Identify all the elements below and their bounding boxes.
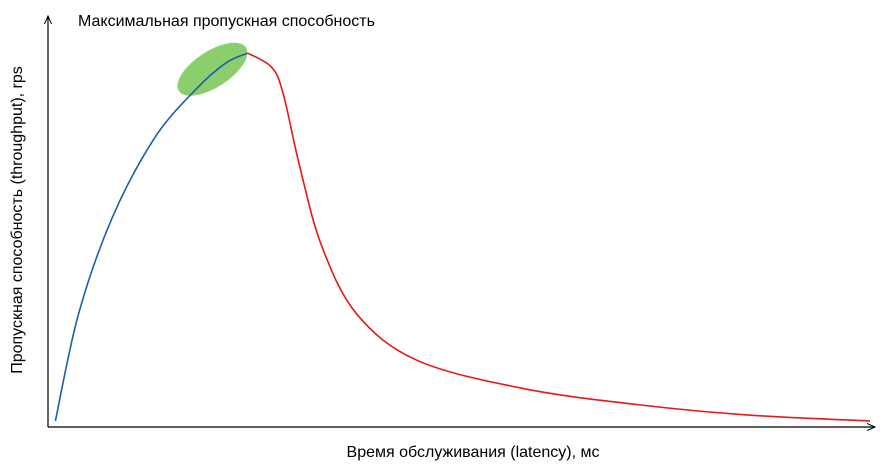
series-line-rising — [54, 52, 249, 422]
y-axis-label: Пропускная способность (throughput), rps — [9, 66, 26, 374]
peak-annotation: Максимальная пропускная способность — [78, 13, 375, 30]
max-throughput-highlight — [177, 42, 248, 96]
series-line-falling — [247, 52, 871, 422]
x-axis-label: Время обслуживания (latency), мс — [347, 444, 600, 461]
